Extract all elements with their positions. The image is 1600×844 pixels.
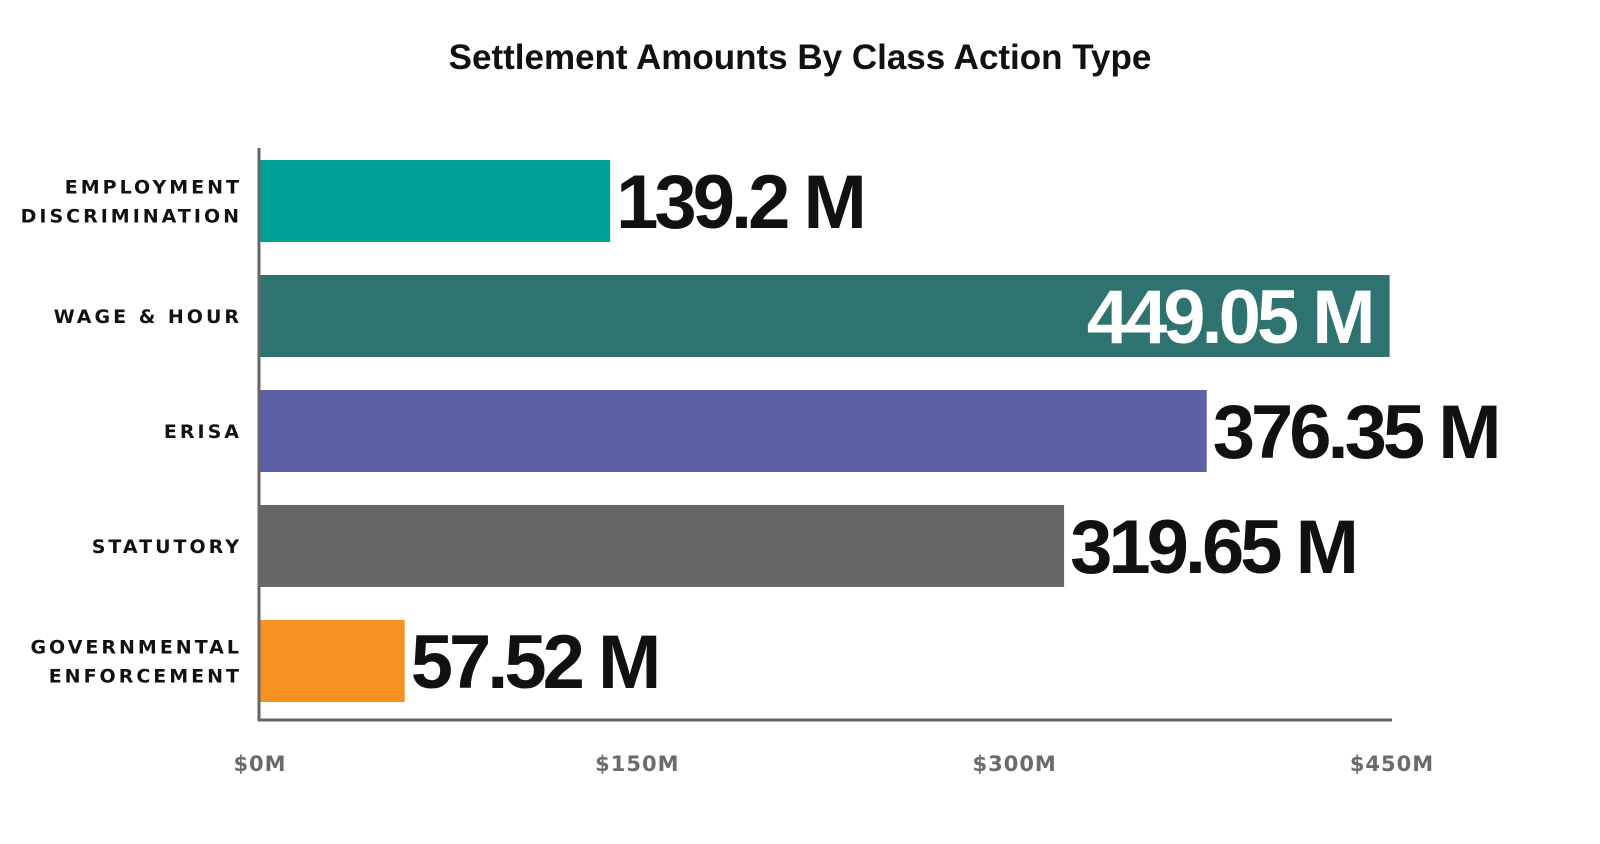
category-label: DISCRIMINATION: [21, 206, 242, 228]
data-label: 376.35 M: [1213, 390, 1498, 475]
bar: [260, 505, 1065, 587]
x-tick-labels: $0M $150M $300M $450M: [233, 752, 1434, 776]
x-tick-label: $0M: [233, 752, 286, 776]
category-label: STATUTORY: [92, 536, 242, 558]
category-label: WAGE & HOUR: [54, 306, 242, 328]
data-label: 139.2 M: [616, 160, 863, 245]
chart-title: Settlement Amounts By Class Action Type: [448, 38, 1152, 77]
bar: [260, 275, 1390, 357]
category-labels-layer: EMPLOYMENT DISCRIMINATION WAGE & HOUR ERISA…: [21, 177, 242, 688]
category-label: ERISA: [164, 421, 242, 443]
x-tick-label: $450M: [1350, 752, 1434, 776]
category-label: ENFORCEMENT: [49, 666, 242, 688]
bar: [260, 390, 1207, 472]
x-tick-label: $150M: [595, 752, 679, 776]
category-label: EMPLOYMENT: [65, 177, 242, 199]
value-labels-layer: 139.2 M 449.05 M 376.35 M 319.65 M 57.52 M: [411, 160, 1502, 705]
category-label: GOVERNMENTAL: [30, 637, 242, 659]
data-label: 449.05 M: [1087, 275, 1372, 360]
x-tick-label: $300M: [972, 752, 1056, 776]
bar: [260, 160, 611, 242]
bars-layer: [260, 160, 1390, 702]
bar: [260, 620, 405, 702]
data-label: 57.52 M: [411, 620, 658, 705]
data-label: 319.65 M: [1070, 505, 1355, 590]
